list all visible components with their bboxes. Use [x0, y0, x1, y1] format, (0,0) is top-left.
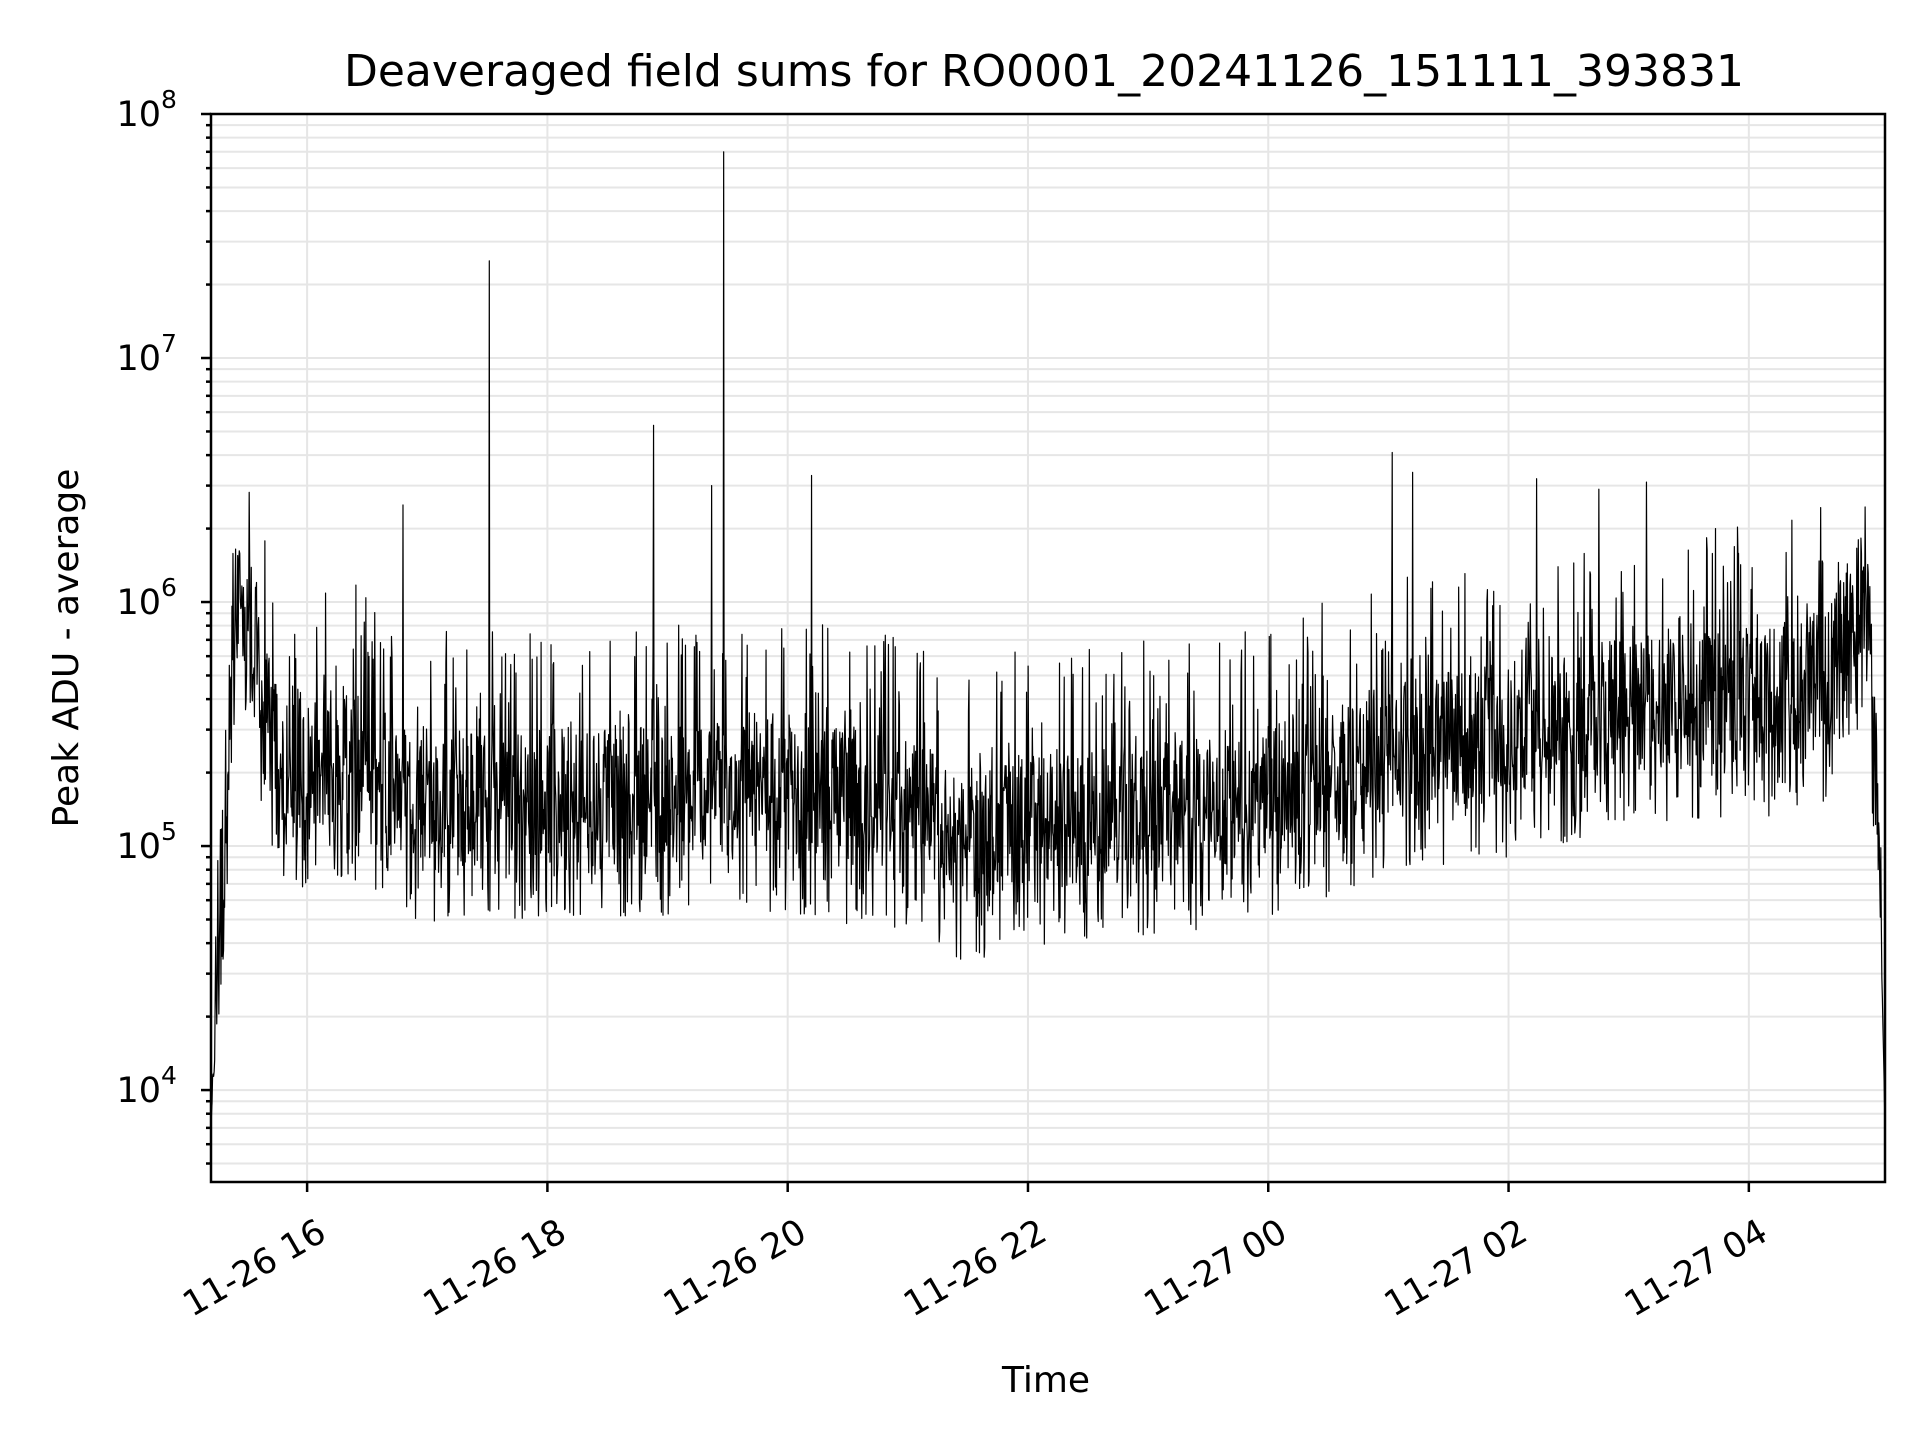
y-tick-exponent: 5 — [161, 817, 177, 846]
y-tick-exponent: 4 — [161, 1061, 177, 1090]
y-tick-exponent: 8 — [161, 85, 177, 114]
y-axis-label: Peak ADU - average — [46, 469, 87, 828]
x-tick-label: 11-27 04 — [1618, 1212, 1774, 1325]
x-tick-label: 11-26 16 — [176, 1212, 332, 1325]
chart-title: Deaveraged field sums for RO0001_2024112… — [344, 46, 1744, 97]
x-axis-label: Time — [1001, 1360, 1090, 1401]
y-tick-label: 10 — [116, 339, 161, 379]
series-line — [210, 151, 1886, 1128]
x-tick-label: 11-27 00 — [1138, 1212, 1294, 1325]
y-tick-label: 10 — [116, 95, 161, 135]
x-tick-label: 11-26 20 — [657, 1212, 813, 1325]
x-tick-label: 11-26 18 — [417, 1212, 573, 1325]
y-tick-exponent: 7 — [161, 329, 177, 358]
x-tick-label: 11-27 02 — [1378, 1212, 1534, 1325]
series-trace — [210, 151, 1886, 1128]
y-tick-label: 10 — [116, 583, 161, 623]
y-tick-exponent: 6 — [161, 573, 177, 602]
x-tick-label: 11-26 22 — [897, 1212, 1053, 1325]
plot-frame — [209, 112, 1887, 1184]
y-tick-label: 10 — [116, 1071, 161, 1111]
y-tick-label: 10 — [116, 827, 161, 867]
x-axis: 11-26 16 11-26 18 11-26 20 11-26 22 11-27 00… — [176, 1182, 1774, 1325]
